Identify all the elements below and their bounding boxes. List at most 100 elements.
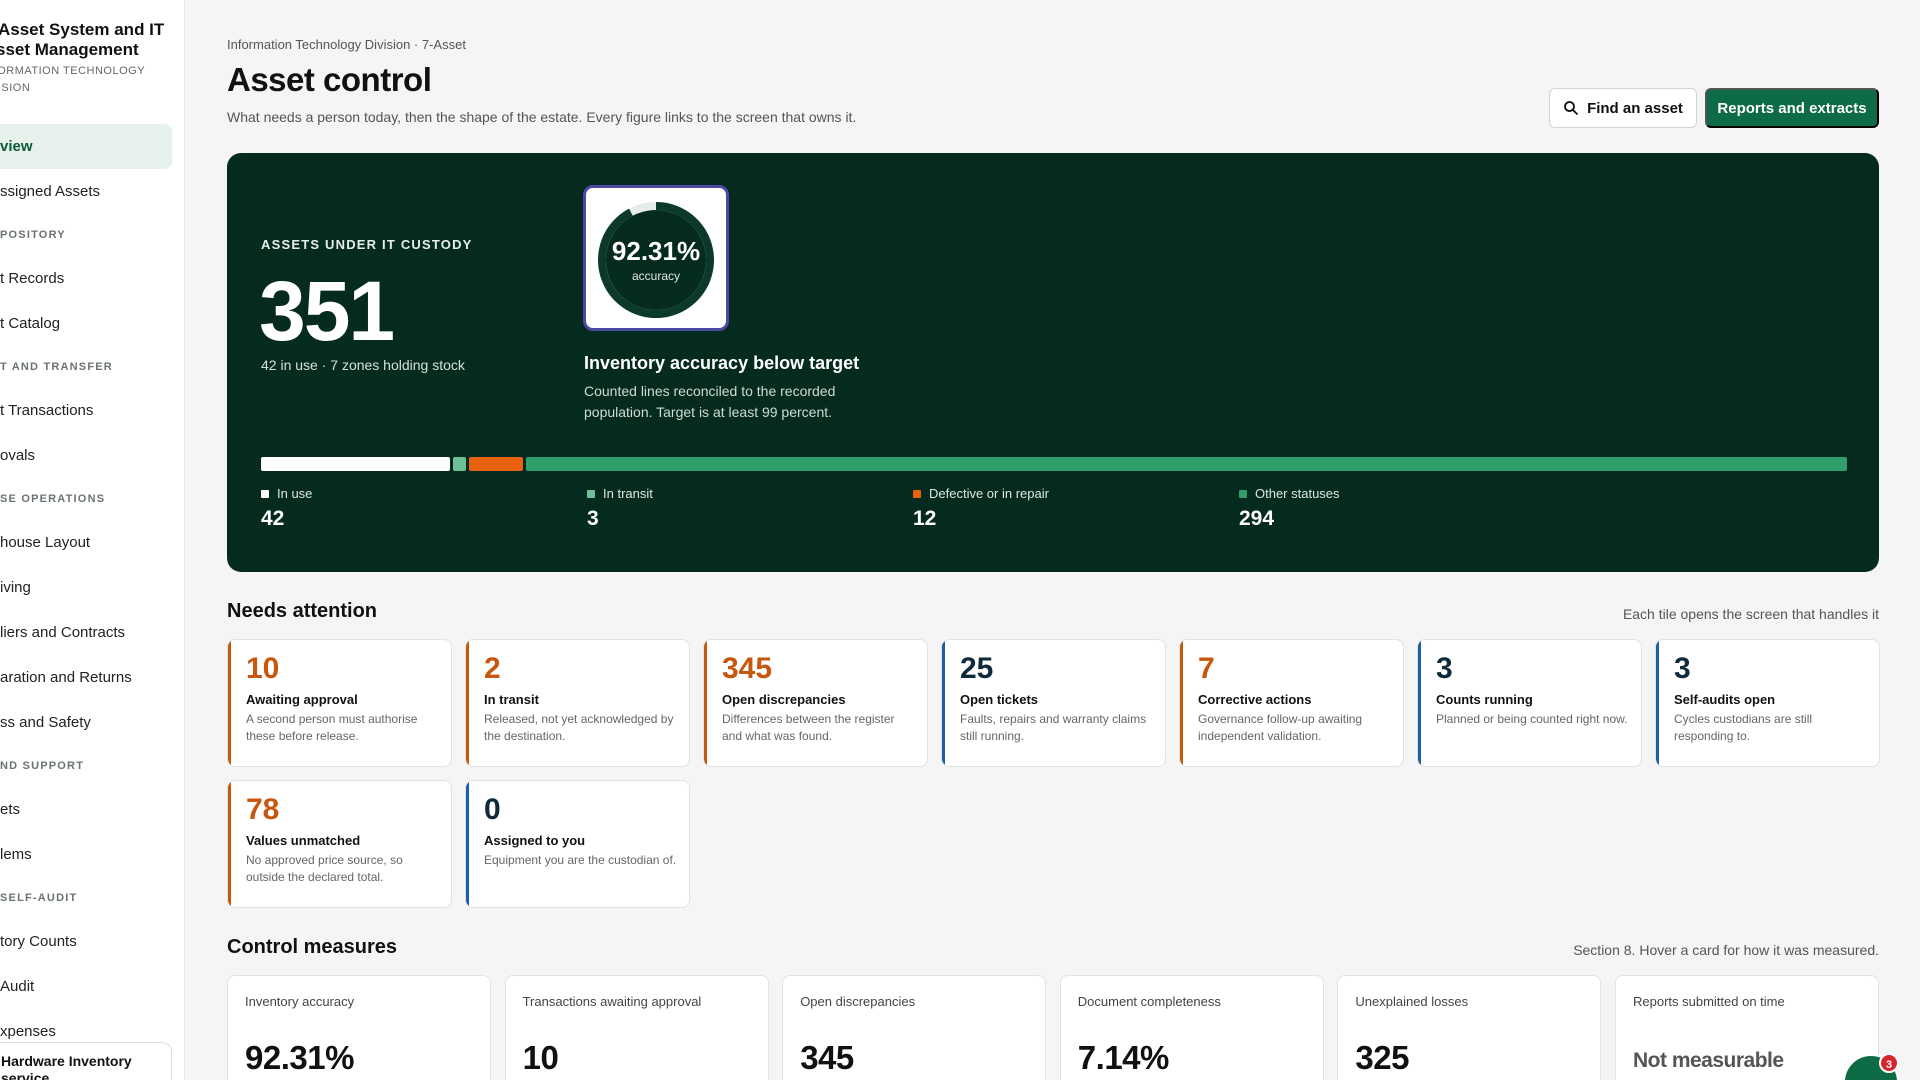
sidebar-item[interactable]: ss and Safety	[0, 714, 91, 731]
sidebar-item[interactable]: xpenses	[0, 1023, 56, 1040]
tile-count: 3	[1436, 652, 1453, 685]
measure-label: Inventory accuracy	[245, 994, 355, 1009]
sidebar-item[interactable]: ssigned Assets	[0, 183, 101, 200]
attention-tile[interactable]: 345 Open discrepancies Differences between…	[703, 639, 928, 767]
sidebar-item[interactable]: lems	[0, 846, 32, 863]
legend-label: Defective or in repair	[929, 486, 1049, 501]
service-switcher-line1: Hardware Inventory	[1, 1053, 132, 1069]
measure-label: Unexplained losses	[1355, 994, 1469, 1009]
nav-section-heading: POSITORY	[0, 229, 66, 241]
nav-section-heading: ND SUPPORT	[0, 760, 85, 772]
measure-label: Reports submitted on time	[1633, 994, 1785, 1009]
status-legend-item[interactable]: Other statuses 294	[1239, 486, 1340, 531]
status-legend-item[interactable]: In use 42	[261, 486, 312, 531]
attention-tile[interactable]: 10 Awaiting approval A second person must …	[227, 639, 452, 767]
measure-card[interactable]: Open discrepancies 345	[782, 975, 1047, 1080]
brand-title-line1: Asset System and IT	[0, 20, 165, 39]
accuracy-caption: accuracy	[631, 269, 681, 283]
measure-label: Document completeness	[1077, 994, 1221, 1009]
sidebar-item[interactable]: ovals	[0, 447, 36, 464]
sidebar-item[interactable]: Audit	[0, 978, 35, 995]
brand[interactable]: Asset System and IT sset Management FORM…	[0, 20, 165, 97]
status-legend-item[interactable]: In transit 3	[587, 486, 653, 531]
service-switcher-line2: service	[1, 1070, 50, 1080]
sidebar-item[interactable]: aration and Returns	[0, 669, 132, 686]
tile-count: 10	[246, 652, 280, 685]
measure-card[interactable]: Reports submitted on time Not measurable	[1615, 975, 1879, 1080]
measure-card[interactable]: Unexplained losses 325	[1337, 975, 1602, 1080]
sidebar-item[interactable]: tory Counts	[0, 933, 77, 950]
custody-total[interactable]: 351	[259, 264, 395, 358]
sidebar-item[interactable]: ets	[0, 801, 21, 818]
attention-tile[interactable]: 0 Assigned to you Equipment you are the cu…	[465, 780, 690, 908]
tile-description: Faults, repairs and warranty claims stil…	[960, 712, 1147, 743]
status-breakdown-bar[interactable]	[261, 457, 1848, 471]
legend-value: 294	[1239, 507, 1275, 530]
legend-swatch	[261, 489, 269, 498]
tile-title: Open tickets	[960, 692, 1039, 707]
status-bar-segment[interactable]	[469, 457, 524, 471]
tile-title: Corrective actions	[1198, 692, 1312, 707]
find-asset-label: Find an asset	[1587, 99, 1683, 117]
legend-label: In use	[277, 486, 313, 501]
chat-badge: 3	[1879, 1053, 1899, 1073]
tile-title: Counts running	[1436, 692, 1533, 707]
attention-tile[interactable]: 3 Counts running Planned or being counted …	[1417, 639, 1642, 767]
custody-summary-panel: ASSETS UNDER IT CUSTODY 351 42 in use · …	[227, 153, 1879, 572]
measure-value: 325	[1355, 1039, 1409, 1076]
sidebar-item[interactable]: view	[0, 124, 172, 169]
attention-tile[interactable]: 78 Values unmatched No approved price sour…	[227, 780, 452, 908]
legend-value: 42	[261, 507, 285, 530]
measure-card[interactable]: Document completeness 7.14%	[1059, 975, 1324, 1080]
sidebar-nav: view ssigned Assets POSITORY t Records t Cat…	[0, 124, 172, 1054]
tile-title: Values unmatched	[246, 833, 361, 848]
control-measures-note: Section 8. Hover a card for how it was m…	[1573, 942, 1879, 958]
needs-attention-title: Needs attention	[227, 600, 378, 622]
tile-count: 78	[246, 793, 280, 826]
accuracy-value: 92.31%	[611, 236, 701, 266]
tile-count: 25	[960, 652, 994, 685]
accuracy-title: Inventory accuracy below target	[584, 353, 860, 373]
measure-card[interactable]: Inventory accuracy 92.31%	[227, 975, 491, 1080]
status-bar-segment[interactable]	[526, 457, 1848, 471]
sidebar-item[interactable]: t Records	[0, 270, 65, 287]
sidebar-item[interactable]: liers and Contracts	[0, 624, 126, 641]
legend-swatch	[1239, 489, 1247, 498]
tile-description: Cycles custodians are still responding t…	[1674, 712, 1813, 743]
tile-description: Differences between the register and wha…	[722, 712, 895, 743]
custody-meta: 42 in use · 7 zones holding stock	[261, 357, 465, 373]
service-switcher[interactable]: Hardware Inventory service	[0, 1042, 172, 1080]
tile-description: A second person must authorise these bef…	[246, 712, 418, 743]
tile-title: Awaiting approval	[246, 692, 358, 707]
sidebar-item[interactable]: t Transactions	[0, 402, 94, 419]
attention-tile[interactable]: 2 In transit Released, not yet acknowledge…	[465, 639, 690, 767]
tile-description: Planned or being counted right now.	[1436, 712, 1628, 726]
reports-button[interactable]: Reports and extracts	[1705, 88, 1879, 128]
measure-card[interactable]: Transactions awaiting approval 10	[504, 975, 769, 1080]
search-icon	[1564, 101, 1578, 115]
sidebar-item[interactable]: t Catalog	[0, 315, 61, 332]
attention-tile[interactable]: 25 Open tickets Faults, repairs and warran…	[941, 639, 1166, 767]
tile-title: Self-audits open	[1674, 692, 1776, 707]
attention-tile[interactable]: 7 Corrective actions Governance follow-up …	[1179, 639, 1404, 767]
find-asset-button[interactable]: Find an asset	[1549, 88, 1697, 128]
legend-swatch	[587, 489, 595, 498]
measure-label: Open discrepancies	[800, 994, 916, 1009]
sidebar-item[interactable]: house Layout	[0, 534, 91, 551]
control-measures-title: Control measures	[227, 936, 398, 958]
breadcrumb[interactable]: Information Technology Division · 7-Asse…	[227, 37, 466, 52]
legend-label: Other statuses	[1255, 486, 1340, 501]
status-bar-segment[interactable]	[452, 457, 467, 471]
needs-attention-note: Each tile opens the screen that handles …	[1622, 606, 1879, 622]
status-bar-segment[interactable]	[261, 457, 450, 471]
sidebar-item[interactable]: iving	[0, 579, 31, 596]
status-legend-item[interactable]: Defective or in repair 12	[913, 486, 1049, 531]
measure-value: 10	[522, 1039, 559, 1076]
legend-label: In transit	[603, 486, 653, 501]
legend-swatch	[913, 489, 921, 498]
measure-value: Not measurable	[1633, 1049, 1784, 1072]
attention-tile[interactable]: 3 Self-audits open Cycles custodians are s…	[1655, 639, 1880, 767]
brand-subtitle-line1: FORMATION TECHNOLOGY	[0, 65, 146, 77]
accuracy-gauge[interactable]: 92.31% accuracy	[583, 185, 729, 331]
sidebar: Asset System and IT sset Management FORM…	[0, 0, 185, 1080]
